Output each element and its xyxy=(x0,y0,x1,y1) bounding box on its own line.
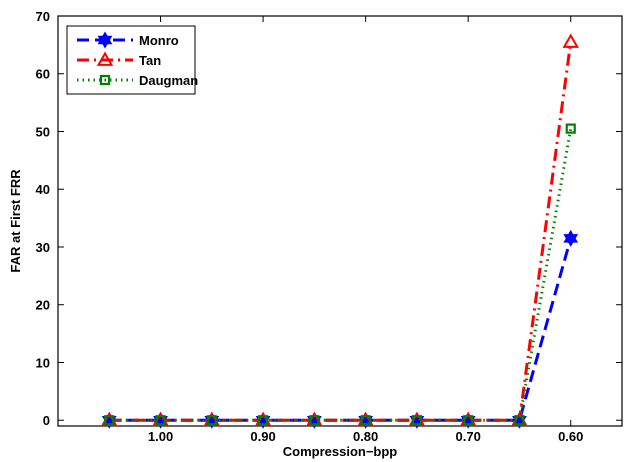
x-tick-label: 0.90 xyxy=(250,429,275,444)
axes-layer: 0 10 20 30 40 50 60 70 1.00 0.90 0.80 0.70 0.60 xyxy=(36,9,622,444)
data-point-daugman xyxy=(206,415,217,426)
legend-label-daugman: Daugman xyxy=(139,73,198,88)
data-point-daugman xyxy=(257,415,269,426)
legend-label-tan: Tan xyxy=(139,53,161,68)
data-point-daugman xyxy=(514,415,525,426)
series-layer xyxy=(101,33,579,429)
legend-marker-daugman xyxy=(99,74,111,86)
x-tick-label: 0.80 xyxy=(353,429,378,444)
legend-marker-monro xyxy=(97,31,113,49)
y-tick-label: 20 xyxy=(36,298,50,313)
y-tick-label: 40 xyxy=(36,182,50,197)
hexagram-part xyxy=(97,35,113,49)
y-tick-label: 60 xyxy=(36,67,50,82)
x-axis-title: Compression−bpp xyxy=(283,444,398,459)
data-point-tan xyxy=(562,33,579,48)
series-line-tan xyxy=(109,41,573,422)
data-point-daugman xyxy=(104,415,115,426)
x-tick-label: 0.60 xyxy=(558,429,583,444)
legend: Monro Tan Daugman xyxy=(66,25,198,95)
legend-marker-tan xyxy=(96,51,114,66)
data-point-monro xyxy=(563,229,579,247)
legend-label-monro: Monro xyxy=(139,33,179,48)
x-tick-label: 1.00 xyxy=(148,429,173,444)
data-point-daugman xyxy=(463,415,474,426)
y-tick-label: 0 xyxy=(43,413,50,428)
y-tick-label: 70 xyxy=(36,9,50,24)
data-point-daugman xyxy=(360,415,371,426)
x-tick-label: 0.70 xyxy=(456,429,481,444)
hexagram-part xyxy=(563,234,579,247)
y-tick-label: 50 xyxy=(36,124,50,139)
y-tick-label: 10 xyxy=(36,355,50,370)
data-point-daugman xyxy=(309,415,320,426)
y-tick-label: 30 xyxy=(36,240,50,255)
y-axis-title: FAR at First FRR xyxy=(8,169,23,273)
data-point-daugman xyxy=(411,415,423,426)
data-point-daugman xyxy=(155,415,166,426)
data-point-daugman xyxy=(565,123,576,134)
